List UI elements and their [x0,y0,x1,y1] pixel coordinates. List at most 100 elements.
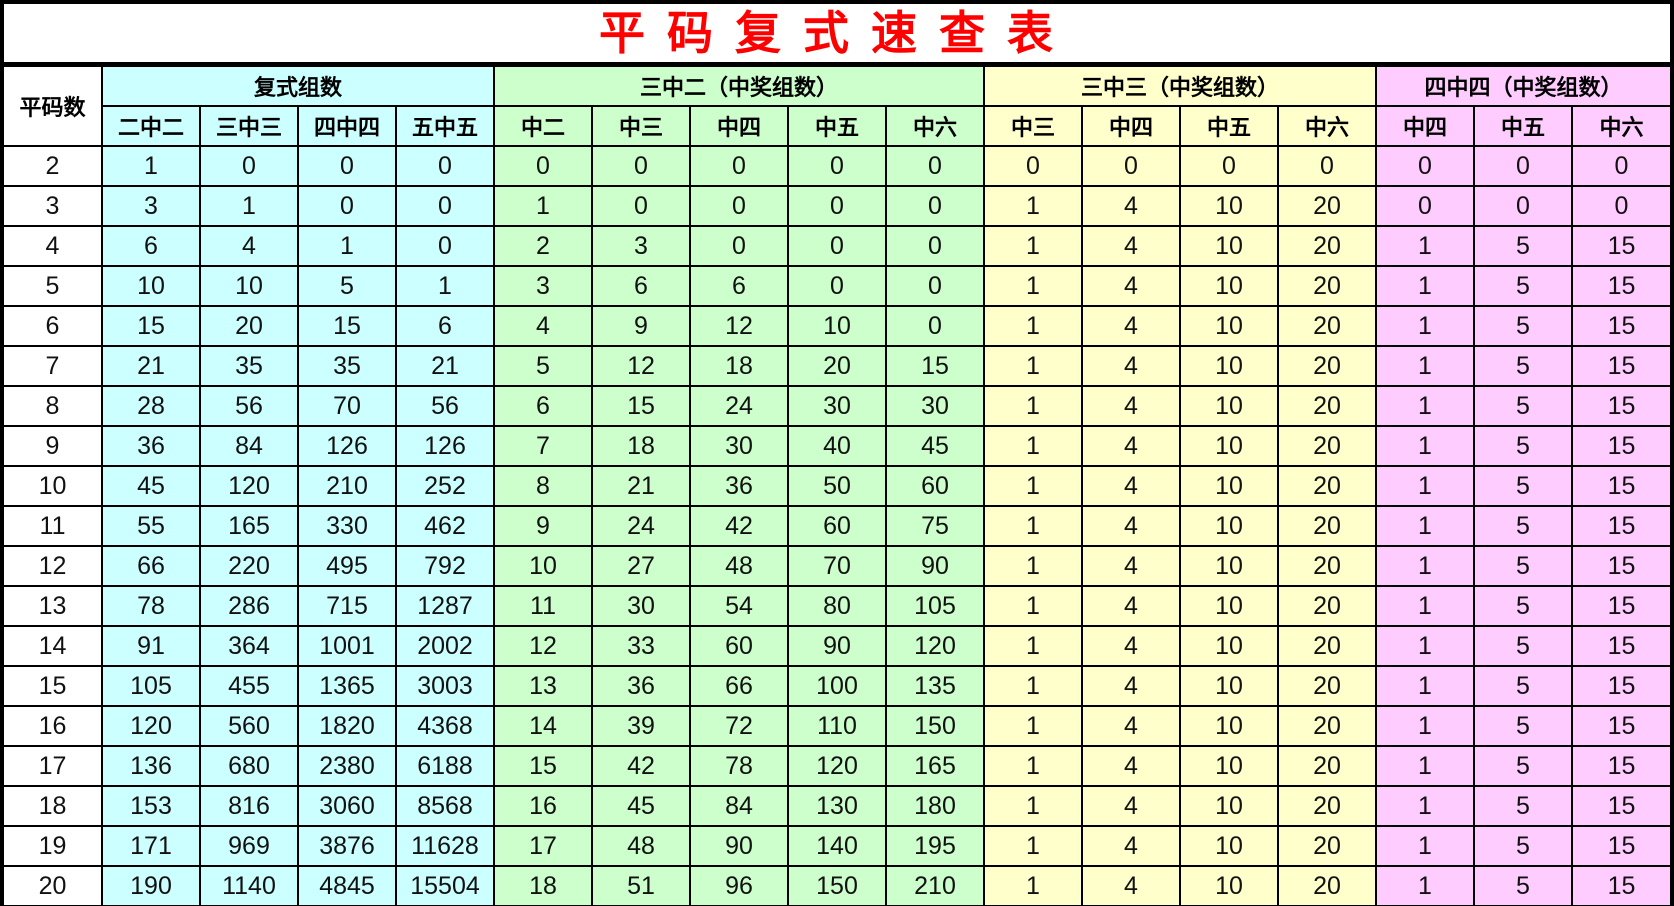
value-cell: 15 [1571,625,1670,667]
value-cell: 110 [787,705,887,747]
value-cell: 5 [1473,225,1573,267]
value-cell: 10 [1179,505,1279,547]
value-cell: 1 [1375,545,1475,587]
value-cell: 3876 [297,825,397,867]
value-cell: 10 [101,265,201,307]
value-cell: 5 [1473,505,1573,547]
value-cell: 4 [1081,665,1181,707]
value-cell: 120 [885,625,985,667]
value-cell: 3003 [395,665,495,707]
column-header-row: 二中二 三中三 四中四 五中五 中二 中三 中四 中五 中六 中三 中四 中五 中六 中四 中五 中六 [4,105,1670,147]
value-cell: 5 [1473,705,1573,747]
column-header: 中二 [493,105,593,147]
value-cell: 54 [689,585,789,627]
value-cell: 5 [1473,745,1573,787]
value-cell: 10 [1179,745,1279,787]
value-cell: 0 [1277,145,1377,187]
value-cell: 816 [199,785,299,827]
table-row: 8 28 56 70 56 6 15 24 30 30 1 4 10 20 1 5 15 [4,385,1670,427]
row-count-cell: 3 [4,185,103,227]
value-cell: 10 [1179,545,1279,587]
value-cell: 4 [1081,265,1181,307]
table-row: 14 91 364 1001 2002 12 33 60 90 120 1 4 10 20 1 5 15 [4,625,1670,667]
value-cell: 0 [1473,185,1573,227]
value-cell: 0 [297,145,397,187]
value-cell: 286 [199,585,299,627]
value-cell: 0 [1571,185,1670,227]
value-cell: 1 [1375,665,1475,707]
value-cell: 5 [1473,545,1573,587]
value-cell: 4 [1081,625,1181,667]
value-cell: 1 [983,585,1083,627]
column-header: 中四 [689,105,789,147]
value-cell: 0 [1571,145,1670,187]
value-cell: 20 [1277,865,1377,905]
value-cell: 0 [591,145,691,187]
value-cell: 16 [493,785,593,827]
value-cell: 75 [885,505,985,547]
column-header: 中四 [1375,105,1475,147]
table-row: 6 15 20 15 6 4 9 12 10 0 1 4 10 20 1 5 15 [4,305,1670,347]
value-cell: 252 [395,465,495,507]
value-cell: 24 [689,385,789,427]
row-count-cell: 10 [4,465,103,507]
value-cell: 8568 [395,785,495,827]
value-cell: 969 [199,825,299,867]
value-cell: 78 [689,745,789,787]
value-cell: 1365 [297,665,397,707]
value-cell: 5 [297,265,397,307]
value-cell: 0 [689,225,789,267]
value-cell: 6 [591,265,691,307]
value-cell: 1820 [297,705,397,747]
table-row: 18 153 816 3060 8568 16 45 84 130 180 1 4 10 20 1 5 15 [4,785,1670,827]
value-cell: 90 [787,625,887,667]
value-cell: 15 [1571,825,1670,867]
value-cell: 4 [493,305,593,347]
value-cell: 4 [1081,305,1181,347]
value-cell: 1 [983,545,1083,587]
value-cell: 78 [101,585,201,627]
value-cell: 20 [1277,225,1377,267]
table-row: 9 36 84 126 126 7 18 30 40 45 1 4 10 20 1 5 15 [4,425,1670,467]
value-cell: 5 [1473,465,1573,507]
row-count-cell: 9 [4,425,103,467]
value-cell: 495 [297,545,397,587]
value-cell: 15 [493,745,593,787]
value-cell: 20 [1277,425,1377,467]
value-cell: 0 [689,145,789,187]
value-cell: 11628 [395,825,495,867]
value-cell: 5 [1473,425,1573,467]
value-cell: 560 [199,705,299,747]
value-cell: 4 [199,225,299,267]
value-cell: 1 [983,785,1083,827]
value-cell: 0 [885,305,985,347]
value-cell: 1287 [395,585,495,627]
value-cell: 0 [591,185,691,227]
row-count-cell: 16 [4,705,103,747]
value-cell: 51 [591,865,691,905]
value-cell: 15 [101,305,201,347]
value-cell: 10 [493,545,593,587]
value-cell: 1 [983,665,1083,707]
value-cell: 6 [493,385,593,427]
value-cell: 20 [1277,825,1377,867]
value-cell: 2380 [297,745,397,787]
value-cell: 10 [1179,385,1279,427]
value-cell: 8 [493,465,593,507]
value-cell: 9 [591,305,691,347]
value-cell: 1 [1375,305,1475,347]
value-cell: 0 [395,225,495,267]
value-cell: 2 [493,225,593,267]
value-cell: 15 [1571,505,1670,547]
value-cell: 20 [1277,185,1377,227]
value-cell: 220 [199,545,299,587]
column-header: 四中四 [297,105,397,147]
value-cell: 10 [1179,425,1279,467]
value-cell: 20 [1277,265,1377,307]
value-cell: 135 [885,665,985,707]
value-cell: 4 [1081,345,1181,387]
value-cell: 15 [1571,745,1670,787]
table-row: 19 171 969 3876 11628 17 48 90 140 195 1 4 10 20 1 5 15 [4,825,1670,867]
